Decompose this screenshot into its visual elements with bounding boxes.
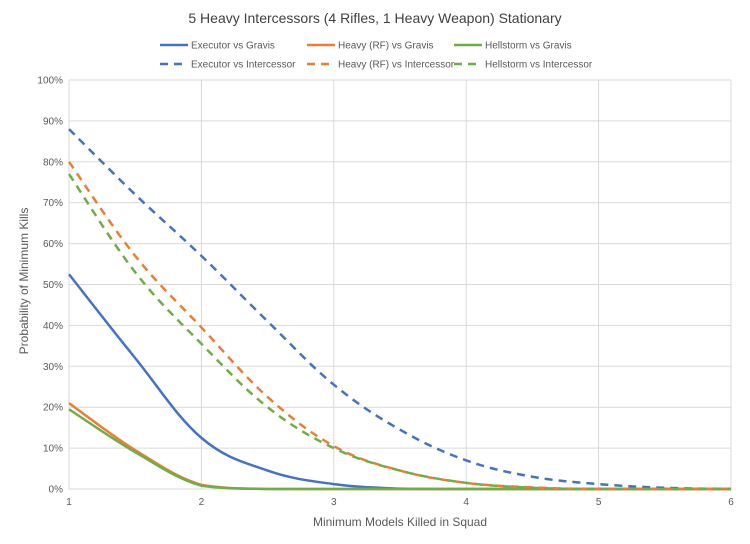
- y-tick-label: 100%: [37, 76, 63, 87]
- x-tick-label: 6: [728, 497, 734, 508]
- series-layer: [67, 128, 732, 491]
- tick-labels: 0% 10% 20% 30% 40% 50% 60% 70% 80% 90% 100% 1 2 3 4 5 6: [37, 76, 734, 509]
- x-tick-label: 1: [66, 497, 72, 508]
- series-line-3: [68, 408, 731, 491]
- y-tick-label: 50%: [43, 280, 63, 291]
- y-axis-title: Probability of Minimum Kills: [17, 208, 31, 355]
- series-line-6: [67, 173, 731, 491]
- y-tick-label: 90%: [43, 116, 63, 127]
- series-line-4: [68, 128, 732, 491]
- y-tick-label: 60%: [43, 239, 63, 250]
- y-tick-label: 80%: [43, 157, 63, 168]
- y-tick-label: 40%: [43, 321, 63, 332]
- y-tick-label: 30%: [43, 362, 63, 373]
- series-line-1: [68, 273, 731, 491]
- y-tick-label: 70%: [43, 198, 63, 209]
- y-tick-label: 20%: [43, 403, 63, 414]
- legend-label: Heavy (RF) vs Gravis: [338, 41, 434, 52]
- x-tick-label: 4: [463, 497, 469, 508]
- chart-title: 5 Heavy Intercessors (4 Rifles, 1 Heavy …: [188, 10, 561, 26]
- legend-label: Hellstorm vs Gravis: [485, 41, 572, 52]
- y-tick-label: 10%: [43, 444, 63, 455]
- gridlines: [68, 79, 732, 490]
- legend-label: Heavy (RF) vs Intercessor: [338, 60, 455, 71]
- y-tick-label: 0%: [49, 485, 64, 496]
- x-axis-title: Minimum Models Killed in Squad: [313, 515, 487, 529]
- legend-label: Executor vs Gravis: [191, 41, 275, 52]
- series-line-5: [67, 161, 731, 491]
- legend: Executor vs Gravis Heavy (RF) vs Gravis He…: [160, 41, 593, 71]
- x-tick-label: 5: [596, 497, 602, 508]
- legend-label: Executor vs Intercessor: [191, 60, 296, 71]
- legend-label: Hellstorm vs Intercessor: [485, 60, 593, 71]
- series-line-2: [68, 402, 731, 491]
- x-tick-label: 2: [199, 497, 205, 508]
- x-tick-label: 3: [331, 497, 337, 508]
